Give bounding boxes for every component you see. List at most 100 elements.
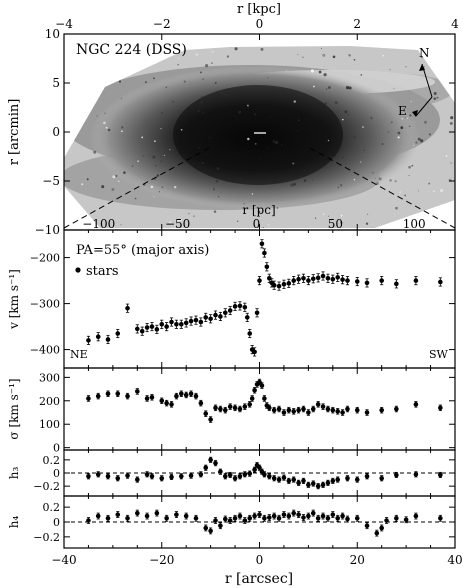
data-point [413,513,419,519]
data-point [276,406,282,412]
data-point [237,406,243,412]
data-point [247,515,253,521]
data-point [262,472,267,477]
data-point [222,473,228,479]
data-point [164,324,169,329]
data-point [354,477,360,482]
data-point [394,515,399,521]
data-point [266,515,272,520]
data-point [218,406,223,412]
data-point [394,406,399,412]
ne-label: NE [70,348,88,361]
data-point [301,276,306,281]
data-point [213,405,218,411]
data-point [320,482,326,488]
data-point [232,515,238,521]
data-point [208,528,213,534]
data-point [159,398,165,404]
data-point [179,391,184,397]
data-point [252,467,257,473]
data-point [135,510,140,516]
inset-tick-label: 0 [253,217,261,231]
data-point [105,337,111,342]
top-tick-label: −2 [153,17,171,31]
data-point [115,475,121,481]
data-point [115,391,121,397]
h3-panel: 0.20−0.2 h₃ [7,449,456,497]
data-point [222,516,228,522]
data-point [276,283,282,289]
image-y-tick-label: −10 [35,223,60,237]
data-point [286,407,292,413]
data-point [413,278,419,283]
data-point [213,312,218,318]
data-point [335,409,341,414]
data-point [259,241,265,247]
data-point [242,304,248,310]
data-point [262,396,267,401]
data-point [95,393,101,399]
data-point [413,472,419,477]
compass-east-label: E [398,104,407,118]
data-point [144,325,150,330]
data-point [403,517,409,523]
data-point [95,513,101,519]
image-y-tick-label: 5 [52,76,60,90]
y-axis-title: h₃ [7,467,21,480]
image-y-axis-title: r [arcmin] [7,99,22,166]
data-point [193,515,199,521]
data-point [345,406,350,412]
data-point [306,482,311,488]
data-point [301,515,306,520]
data-point [315,515,321,521]
data-point [413,402,419,407]
data-point [227,472,233,478]
data-point [306,278,311,283]
data-point [125,305,130,311]
data-point [286,478,292,484]
x-tick-label: −40 [51,553,76,567]
y-tick-label: 200 [39,395,60,408]
data-point [310,406,316,412]
data-point [291,510,297,516]
top-axis-title: r [kpc] [237,2,281,17]
data-point [193,393,199,399]
data-point [227,308,233,313]
data-point [325,276,331,281]
data-point [262,250,267,256]
data-point [257,379,262,385]
data-point [330,407,336,413]
data-point [149,324,155,329]
data-point [281,512,287,517]
data-point [301,406,306,412]
data-point [105,473,111,479]
galaxy-image-panel: NGC 224 (DSS) N E r [kpc] r [arcmin] r [… [7,2,459,237]
data-point [259,383,265,388]
data-point [354,279,360,284]
data-point [208,417,213,422]
data-point [330,512,336,517]
y-tick-label: 0 [53,467,60,480]
data-point [135,389,140,394]
y-tick-label: 300 [39,371,60,384]
data-point [315,483,321,489]
data-point [291,409,297,414]
data-point [276,515,282,521]
data-point [247,331,253,336]
data-point [364,410,370,415]
data-point [315,275,321,281]
inset-tick-label: 50 [328,217,343,231]
data-point [438,515,443,521]
y-tick-label: 100 [39,418,60,431]
data-point [345,475,350,481]
data-point [254,310,260,316]
data-point [296,276,301,282]
compass: N E [398,46,433,118]
data-point [266,405,272,411]
data-point [384,518,389,523]
data-point [125,473,130,478]
data-point [325,480,331,486]
data-point [438,472,443,478]
zoom-line-left [63,147,210,229]
data-point [257,278,262,283]
